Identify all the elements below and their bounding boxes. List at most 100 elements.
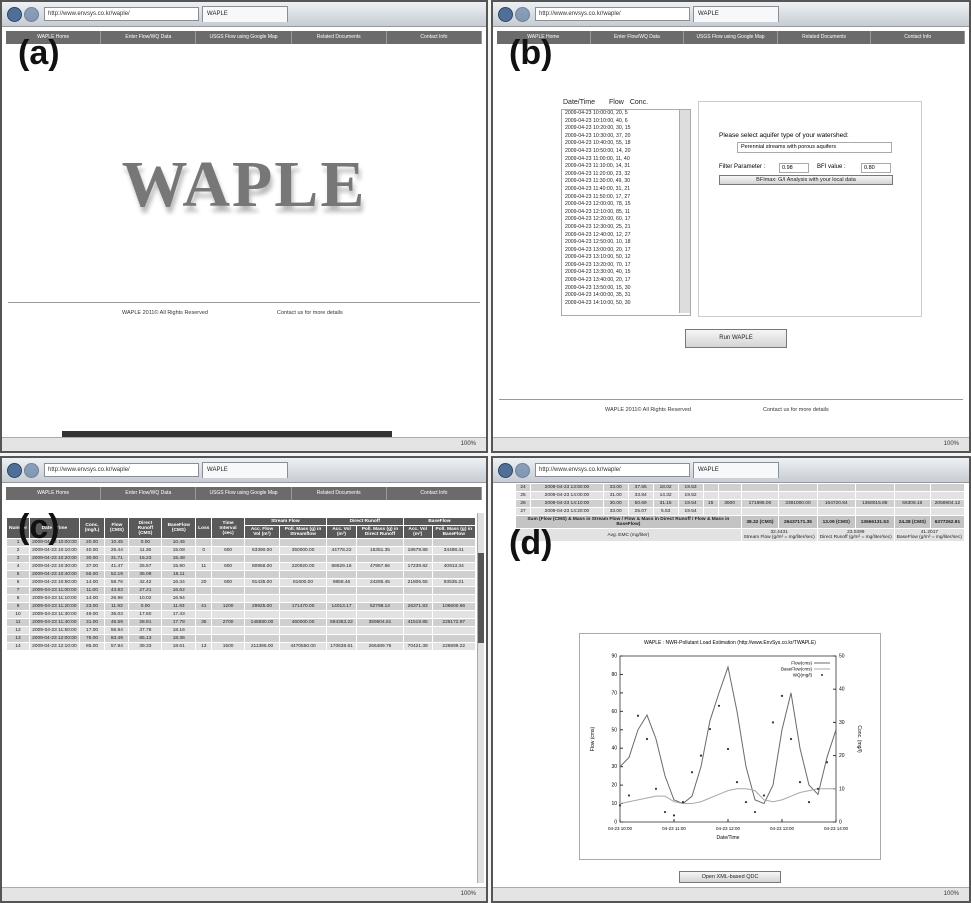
table-cell: 35.03: [105, 611, 129, 619]
back-button[interactable]: [7, 463, 22, 478]
table-row: 102009-04-23 11:30:0049.0035.0317.6017.4…: [7, 611, 476, 619]
zoom-level[interactable]: 100%: [493, 887, 969, 901]
table-cell: 14: [7, 643, 30, 651]
bfi-input[interactable]: 0.80: [861, 163, 891, 173]
table-cell: 24: [516, 484, 531, 492]
nav-item[interactable]: Enter Flow/WQ Data: [591, 31, 685, 44]
table-cell: 17.78: [162, 619, 196, 627]
back-button[interactable]: [7, 7, 22, 22]
table-cell: [855, 484, 894, 492]
nav-bar: WAPLE HomeEnter Flow/WQ DataUSGS Flow us…: [6, 487, 482, 500]
address-bar[interactable]: http://www.envsys.co.kr/waple/: [44, 463, 199, 477]
zoom-level[interactable]: 100%: [2, 437, 486, 451]
filter-input[interactable]: 0.98: [779, 163, 809, 173]
list-row: 2009-04-23 12:40:00, 12, 27: [562, 232, 690, 240]
table-cell: 18.36: [162, 635, 196, 643]
list-row: 2009-04-23 14:10:00, 50, 30: [562, 300, 690, 308]
table-cell: 33.84: [628, 492, 653, 500]
nav-item[interactable]: Related Documents: [292, 31, 387, 44]
page-body: http://www.envsys.co.kr/waple/WAPLE WAPLE…: [0, 0, 971, 903]
table-cell: 171988.00: [741, 500, 779, 508]
nav-item[interactable]: WAPLE Home: [6, 487, 101, 500]
x-tick-label: 04-23 10:00: [608, 826, 633, 831]
address-bar[interactable]: http://www.envsys.co.kr/waple/: [535, 463, 690, 477]
chart-title: WAPLE : NWR-Pollutant Load Estimation (h…: [644, 640, 816, 646]
data-point: [628, 794, 630, 796]
address-bar[interactable]: http://www.envsys.co.kr/waple/: [44, 7, 199, 21]
table-cell: [280, 635, 327, 643]
table-cell: [280, 587, 327, 595]
sum-value: 24.28 (CMS): [894, 516, 930, 529]
nav-item[interactable]: Contact Info: [387, 31, 482, 44]
table-cell: 19.52: [678, 492, 703, 500]
nav-item[interactable]: Contact Info: [871, 31, 965, 44]
nav-item[interactable]: USGS Flow using Google Map: [196, 487, 291, 500]
forward-button[interactable]: [515, 7, 530, 22]
run-button[interactable]: Run WAPLE: [685, 329, 787, 348]
browser-tab[interactable]: WAPLE: [202, 6, 288, 22]
browser-tab[interactable]: WAPLE: [693, 462, 779, 478]
table-cell: 16.94: [162, 595, 196, 603]
zoom-level[interactable]: 100%: [2, 887, 486, 901]
nav-item[interactable]: USGS Flow using Google Map: [196, 31, 291, 44]
nav-item[interactable]: Contact Info: [387, 487, 482, 500]
forward-button[interactable]: [515, 463, 530, 478]
nav-item[interactable]: Enter Flow/WQ Data: [101, 31, 196, 44]
list-row: 2009-04-23 13:40:00, 20, 17: [562, 277, 690, 285]
table-cell: [212, 587, 244, 595]
nav-item[interactable]: Related Documents: [292, 487, 387, 500]
table-cell: 52.19: [105, 571, 129, 579]
qdc-button[interactable]: Open XML-based QDC: [679, 871, 781, 883]
table-cell: 19.53: [678, 484, 703, 492]
y-tick-label: 0: [614, 820, 617, 826]
table-cell: 63390.00: [244, 547, 279, 555]
browser-tab[interactable]: WAPLE: [202, 462, 288, 478]
back-button[interactable]: [498, 463, 513, 478]
table-cell: 2009-04-23 12:00:00: [30, 635, 80, 643]
table-cell: 30.00: [79, 555, 105, 563]
y2-tick-label: 10: [839, 786, 845, 792]
nav-item[interactable]: Enter Flow/WQ Data: [101, 487, 196, 500]
bfimax-button[interactable]: BFImax: G/I Analysis with your local dat…: [719, 175, 893, 185]
table-cell: [357, 571, 404, 579]
x-tick-label: 04-23 14:00: [824, 826, 849, 831]
footer-contact[interactable]: Contact us for more details: [277, 310, 343, 316]
list-row: 2009-04-23 13:20:00, 70, 17: [562, 262, 690, 270]
table-cell: [432, 611, 475, 619]
table-cell: 1500: [212, 643, 244, 651]
forward-button[interactable]: [24, 7, 39, 22]
table-cell: 14.00: [79, 595, 105, 603]
table-cell: [357, 611, 404, 619]
browser-tab[interactable]: WAPLE: [693, 6, 779, 22]
data-point: [718, 705, 720, 707]
table-cell: 600: [212, 547, 244, 555]
table-row: 262009-04-23 14:10:0030.0050.6931.1519.5…: [516, 500, 965, 508]
table-cell: [326, 555, 356, 563]
footer-contact[interactable]: Contact us for more details: [763, 407, 829, 413]
table-cell: 23.00: [79, 603, 105, 611]
forward-button[interactable]: [24, 463, 39, 478]
table-cell: 25: [516, 492, 531, 500]
table-cell: 11: [7, 619, 30, 627]
list-row: 2009-04-23 12:20:00, 60, 17: [562, 216, 690, 224]
list-header-cell: Conc.: [630, 99, 648, 106]
data-point: [637, 715, 639, 717]
table-cell: 20.00: [79, 539, 105, 547]
emc-cell: 32.4431Stream Flow (g/m³ = mg/liter/sec): [741, 529, 817, 542]
table-cell: 350000.00: [280, 547, 327, 555]
zoom-level[interactable]: 100%: [493, 437, 969, 451]
table-cell: [403, 595, 432, 603]
address-bar[interactable]: http://www.envsys.co.kr/waple/: [535, 7, 690, 21]
aquifer-select[interactable]: Perennial streams with porous aquifers: [737, 142, 892, 153]
nav-item[interactable]: USGS Flow using Google Map: [684, 31, 778, 44]
table-cell: [196, 611, 212, 619]
list-row: 2009-04-23 10:20:00, 30, 15: [562, 125, 690, 133]
table-cell: [432, 555, 475, 563]
table-cell: 2009-04-23 12:10:00: [30, 643, 80, 651]
table-cell: [817, 492, 855, 500]
back-button[interactable]: [498, 7, 513, 22]
data-point: [709, 728, 711, 730]
nav-item[interactable]: Related Documents: [778, 31, 872, 44]
